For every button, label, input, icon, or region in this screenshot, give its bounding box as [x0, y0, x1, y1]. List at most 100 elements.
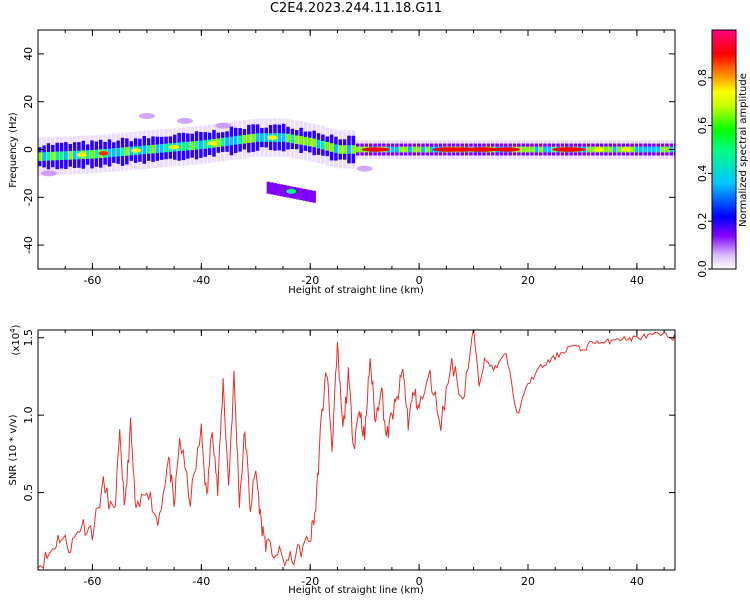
heat-cell-core [355, 146, 360, 153]
heat-cell-core [390, 146, 395, 153]
heat-cell-core [534, 146, 539, 153]
heat-cell-core [51, 151, 55, 161]
heat-hotspot [593, 147, 604, 152]
heat-cell-core [308, 137, 312, 147]
heat-blob-core [286, 188, 297, 194]
heat-cell-blob [296, 187, 300, 200]
top-xtick-label: 40 [630, 274, 644, 287]
bottom-y-axis-label: SNR (10 * v/v) [8, 414, 19, 485]
heat-cell-core [159, 144, 164, 153]
heat-cell-core [146, 145, 151, 154]
heat-cell-blob [279, 184, 284, 197]
heat-cell-core [421, 146, 425, 153]
bottom-ytick-label: 1.0 [22, 406, 35, 424]
bottom-axes: -60 -40 -20 0 20 40 0.5 1.0 1.5 [22, 329, 675, 588]
snr-series-line [38, 330, 675, 570]
chart-title: C2E4.2023.244.11.18.G11 [269, 1, 443, 16]
colorbar-tick-label: 0.8 [696, 69, 709, 87]
heat-cell-core [338, 145, 343, 154]
heat-cell-core [107, 148, 112, 158]
heat-hotspot [557, 147, 586, 152]
heat-hotspot [470, 147, 499, 152]
heat-cell-core [395, 146, 399, 153]
heat-cell-core [290, 134, 295, 144]
heat-cell-core [203, 140, 208, 149]
colorbar [712, 30, 736, 269]
heat-cell-core [525, 146, 530, 153]
heat-cell-core [125, 147, 129, 156]
heat-cell-core [277, 133, 282, 142]
heat-cell-blob [266, 181, 271, 194]
heat-hotspot [207, 141, 218, 146]
heat-cell-core [665, 146, 669, 153]
heat-weak-blob [138, 113, 155, 120]
heat-cell-core [656, 146, 660, 153]
top-xtick-label: -20 [301, 274, 319, 287]
heat-cell-core [643, 146, 647, 153]
heat-cell-blob [299, 188, 303, 201]
heat-cell-core [403, 146, 408, 153]
heat-hotspot [621, 147, 631, 152]
heat-cell-core [164, 143, 168, 153]
heat-cell-core [38, 152, 42, 161]
bottom-xtick-label: -40 [192, 575, 210, 588]
heat-cell-core [186, 141, 190, 151]
colorbar-label: Normalized spectral amplitude [738, 73, 749, 227]
heat-cell-core [608, 146, 613, 153]
bottom-ytick-label: 0.5 [22, 484, 35, 502]
heat-cell-core [251, 133, 255, 143]
heat-cell-blob [312, 190, 316, 203]
heat-cell-core [660, 146, 665, 153]
heat-cell-core [181, 142, 186, 151]
heat-cell-core [351, 145, 356, 154]
heat-cell-core [68, 151, 72, 160]
colorbar-tick-label: 0.4 [696, 165, 709, 183]
heat-cell-core [430, 146, 434, 153]
top-ytick-label: 0 [22, 146, 35, 153]
heat-cell-core [247, 134, 251, 143]
heat-hotspot [169, 144, 180, 150]
heat-cell-core [281, 133, 286, 142]
heat-weak-blob [177, 117, 193, 124]
heat-cell-core [342, 145, 347, 154]
heat-cell-core [591, 146, 595, 153]
heat-cell-core [630, 146, 634, 153]
heat-cell-core [329, 143, 334, 152]
bottom-xtick-label: 20 [521, 575, 535, 588]
heat-weak-blob [215, 122, 232, 129]
heat-cell-core [604, 146, 608, 153]
heat-cell-core [177, 142, 181, 152]
heat-cell-blob [283, 184, 287, 197]
heat-cell-core [220, 137, 225, 147]
heat-cell-core [547, 146, 552, 153]
heat-cell-blob [276, 183, 280, 196]
heat-cell-core [216, 138, 221, 148]
heat-cell-core [55, 151, 59, 161]
heat-cell-core [59, 151, 64, 161]
heat-cell-core [229, 136, 234, 146]
heat-weak-blob [356, 165, 373, 172]
colorbar-tick-label: 0.6 [696, 117, 709, 135]
top-ytick-label: -20 [22, 188, 35, 206]
heat-hotspot [492, 147, 521, 152]
heat-cell-core [199, 140, 203, 150]
colorbar-tick-label: 0.0 [696, 260, 709, 278]
heat-cell-blob [309, 190, 313, 203]
heat-cell-core [634, 146, 639, 153]
heat-cell-core [416, 146, 421, 153]
heat-cell-core [425, 146, 430, 153]
heat-cell-core [399, 146, 404, 153]
top-axes: -60 -40 -20 0 20 40 -40 -20 0 20 40 [22, 30, 675, 287]
bottom-plot-frame [37, 329, 676, 571]
heat-cell-core [112, 148, 116, 157]
heat-cell-core [238, 135, 242, 145]
heat-cell-core [151, 144, 155, 154]
heat-cell-blob [273, 183, 277, 196]
top-ytick-label: -40 [22, 236, 35, 254]
heat-cell-core [190, 141, 194, 150]
bottom-x-axis-label: Height of straight line (km) [288, 585, 424, 596]
heat-cell-core [639, 146, 643, 153]
heat-cell-core [647, 146, 652, 153]
heat-cell-core [521, 146, 525, 153]
